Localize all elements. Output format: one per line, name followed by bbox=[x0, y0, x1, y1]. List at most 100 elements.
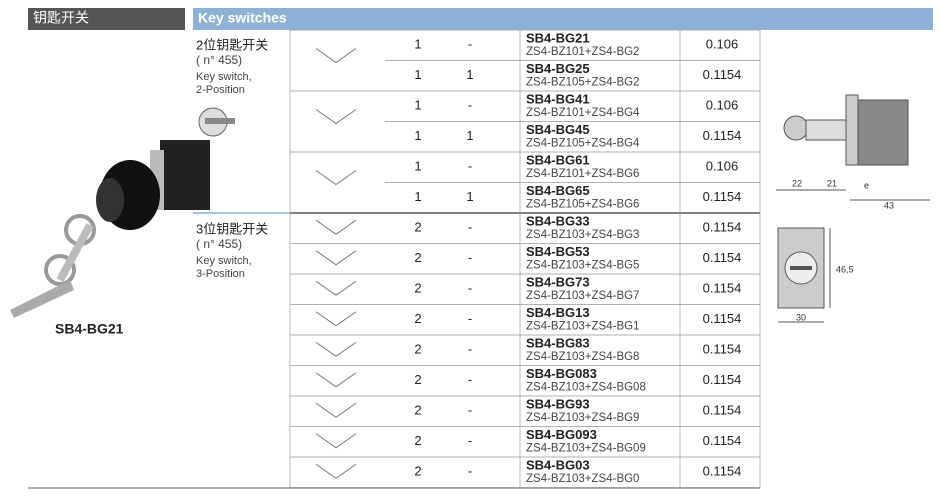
weight: 0.106 bbox=[706, 159, 739, 174]
contact-count: 2 bbox=[414, 281, 421, 296]
weight: 0.1154 bbox=[703, 342, 742, 357]
contact-count: 2 bbox=[414, 433, 421, 448]
group-note: ( n° 455) bbox=[196, 237, 242, 251]
reference: SB4-BG33 bbox=[526, 213, 590, 228]
position-symbol bbox=[315, 170, 357, 186]
components: ZS4-BZ103+ZS4-BG8 bbox=[526, 351, 639, 363]
reference: SB4-BG21 bbox=[526, 30, 590, 45]
position-symbol bbox=[315, 250, 357, 266]
contact-count: - bbox=[468, 98, 472, 113]
dimension-label: 46,5 bbox=[836, 264, 854, 274]
components: ZS4-BZ105+ZS4-BG4 bbox=[526, 138, 640, 150]
contact-count: - bbox=[468, 220, 472, 235]
contact-count: 2 bbox=[414, 342, 421, 357]
contact-count: - bbox=[468, 250, 472, 265]
group-title-en: 2-Position bbox=[196, 84, 245, 96]
key-icon bbox=[198, 107, 235, 137]
position-symbol bbox=[315, 341, 357, 357]
weight: 0.1154 bbox=[703, 433, 742, 448]
reference: SB4-BG03 bbox=[526, 457, 590, 472]
components: ZS4-BZ105+ZS4-BG2 bbox=[526, 77, 639, 89]
reference: SB4-BG41 bbox=[526, 91, 590, 106]
contact-count: 2 bbox=[414, 311, 421, 326]
contact-count: 1 bbox=[414, 159, 421, 174]
group-title-en: Key switch, bbox=[196, 71, 252, 83]
weight: 0.1154 bbox=[703, 67, 742, 82]
position-symbol bbox=[315, 219, 357, 235]
reference: SB4-BG083 bbox=[526, 366, 597, 381]
components: ZS4-BZ103+ZS4-BG5 bbox=[526, 260, 639, 272]
reference: SB4-BG45 bbox=[526, 122, 590, 137]
components: ZS4-BZ101+ZS4-BG4 bbox=[526, 107, 640, 119]
contact-count: 1 bbox=[414, 128, 421, 143]
product-photo bbox=[10, 140, 210, 318]
components: ZS4-BZ103+ZS4-BG9 bbox=[526, 412, 639, 424]
contact-count: 1 bbox=[466, 189, 473, 204]
contact-count: 2 bbox=[414, 372, 421, 387]
contact-count: 1 bbox=[466, 67, 473, 82]
front-view-drawing bbox=[777, 227, 831, 323]
weight: 0.1154 bbox=[703, 250, 742, 265]
reference: SB4-BG53 bbox=[526, 244, 590, 259]
group-title: 3位钥匙开关 bbox=[196, 221, 268, 236]
weight: 0.1154 bbox=[703, 372, 742, 387]
contact-count: - bbox=[468, 37, 472, 52]
weight: 0.1154 bbox=[703, 311, 742, 326]
weight: 0.1154 bbox=[703, 128, 742, 143]
dimension-label: 22 bbox=[792, 178, 802, 188]
dimension-label: 43 bbox=[884, 200, 894, 210]
weight: 0.106 bbox=[706, 98, 739, 113]
position-symbol bbox=[315, 280, 357, 296]
contact-count: - bbox=[468, 464, 472, 479]
product-label: SB4-BG21 bbox=[55, 321, 124, 337]
reference: SB4-BG61 bbox=[526, 152, 590, 167]
position-symbol bbox=[315, 433, 357, 449]
contact-count: - bbox=[468, 403, 472, 418]
dimension-label: 21 bbox=[827, 178, 837, 188]
group-note: ( n° 455) bbox=[196, 53, 242, 67]
contact-count: 1 bbox=[414, 67, 421, 82]
weight: 0.1154 bbox=[703, 403, 742, 418]
components: ZS4-BZ103+ZS4-BG09 bbox=[526, 443, 646, 455]
contact-count: 1 bbox=[414, 37, 421, 52]
position-symbol bbox=[315, 463, 357, 479]
right-header-bar bbox=[193, 8, 933, 30]
left-title: 钥匙开关 bbox=[33, 10, 89, 26]
weight: 0.1154 bbox=[703, 464, 742, 479]
contact-count: 2 bbox=[414, 403, 421, 418]
components: ZS4-BZ103+ZS4-BG08 bbox=[526, 382, 646, 394]
weight: 0.106 bbox=[706, 37, 739, 52]
components: ZS4-BZ105+ZS4-BG6 bbox=[526, 199, 639, 211]
reference: SB4-BG093 bbox=[526, 427, 597, 442]
position-symbol bbox=[315, 109, 357, 125]
reference: SB4-BG93 bbox=[526, 396, 590, 411]
components: ZS4-BZ103+ZS4-BG3 bbox=[526, 229, 639, 241]
contact-count: - bbox=[468, 159, 472, 174]
group-title: 2位钥匙开关 bbox=[196, 37, 268, 52]
components: ZS4-BZ103+ZS4-BG7 bbox=[526, 290, 639, 302]
contact-count: 2 bbox=[414, 464, 421, 479]
position-symbol bbox=[315, 402, 357, 418]
contact-count: - bbox=[468, 433, 472, 448]
group-title-en: Key switch, bbox=[196, 255, 252, 267]
position-symbol bbox=[315, 311, 357, 327]
contact-count: 2 bbox=[414, 220, 421, 235]
contact-count: 1 bbox=[466, 128, 473, 143]
group-title-en: 3-Position bbox=[196, 268, 245, 280]
dimension-label: 30 bbox=[796, 312, 806, 322]
reference: SB4-BG65 bbox=[526, 183, 590, 198]
reference: SB4-BG73 bbox=[526, 274, 590, 289]
components: ZS4-BZ103+ZS4-BG1 bbox=[526, 321, 639, 333]
weight: 0.1154 bbox=[703, 281, 742, 296]
weight: 0.1154 bbox=[703, 189, 742, 204]
contact-count: 2 bbox=[414, 250, 421, 265]
position-symbol bbox=[315, 372, 357, 388]
contact-count: 1 bbox=[414, 98, 421, 113]
components: ZS4-BZ101+ZS4-BG6 bbox=[526, 168, 639, 180]
reference: SB4-BG13 bbox=[526, 305, 590, 320]
dimension-label: e bbox=[864, 180, 869, 190]
reference: SB4-BG25 bbox=[526, 61, 590, 76]
side-view-drawing bbox=[776, 94, 930, 201]
left-header-bar bbox=[28, 8, 185, 30]
